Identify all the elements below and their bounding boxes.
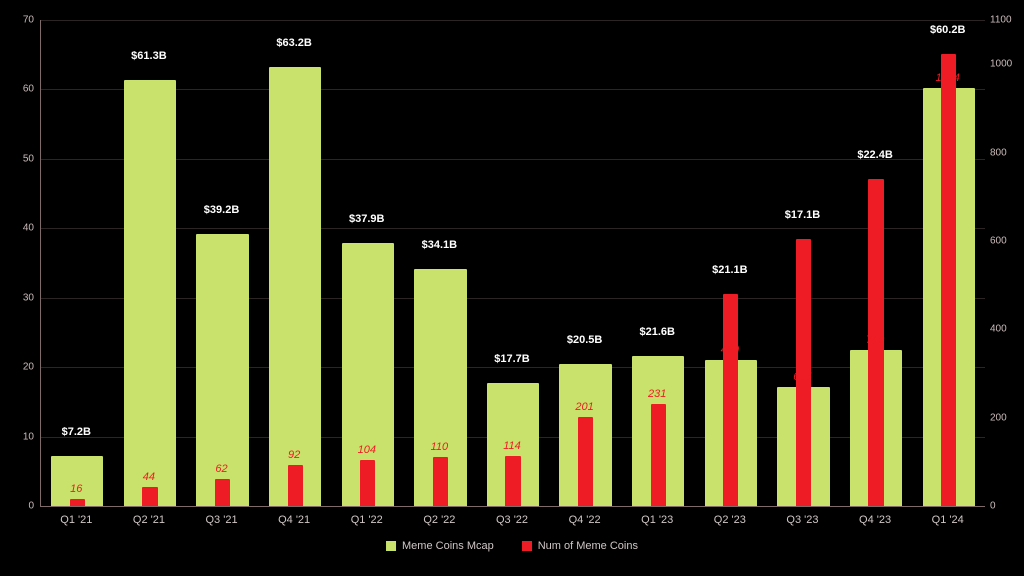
count-bar <box>941 54 956 506</box>
y-left-tick-label: 40 <box>23 223 34 234</box>
x-tick-label: Q1 '23 <box>641 514 673 526</box>
legend: Meme Coins Mcap Num of Meme Coins <box>386 540 638 552</box>
y-left-tick-label: 20 <box>23 362 34 373</box>
mcap-value-label: $21.1B <box>712 264 747 276</box>
count-bar <box>651 404 666 506</box>
x-tick-label: Q4 '22 <box>569 514 601 526</box>
x-tick-label: Q1 '22 <box>351 514 383 526</box>
gridline <box>41 298 985 299</box>
x-tick-label: Q3 '23 <box>786 514 818 526</box>
gridline <box>41 228 985 229</box>
mcap-bar <box>269 67 321 506</box>
mcap-value-label: $17.1B <box>785 209 820 221</box>
gridline <box>41 20 985 21</box>
y-right-tick-label: 400 <box>990 324 1007 335</box>
x-tick-label: Q1 '24 <box>932 514 964 526</box>
count-bar <box>723 294 738 506</box>
mcap-value-label: $39.2B <box>204 204 239 216</box>
y-left-tick-label: 30 <box>23 292 34 303</box>
count-value-label: 44 <box>143 471 155 483</box>
gridline <box>41 159 985 160</box>
y-right-tick-label: 0 <box>990 501 996 512</box>
x-tick-label: Q4 '23 <box>859 514 891 526</box>
y-left-tick-label: 60 <box>23 84 34 95</box>
count-value-label: 104 <box>358 444 376 456</box>
count-value-label: 92 <box>288 449 300 461</box>
mcap-value-label: $61.3B <box>131 50 166 62</box>
count-value-label: 62 <box>215 463 227 475</box>
mcap-value-label: $63.2B <box>276 37 311 49</box>
y-right-tick-label: 800 <box>990 147 1007 158</box>
count-value-label: 740 <box>866 334 884 346</box>
mcap-value-label: $34.1B <box>422 239 457 251</box>
count-value-label: 114 <box>503 440 521 452</box>
x-tick-label: Q2 '23 <box>714 514 746 526</box>
y-right-tick-label: 200 <box>990 412 1007 423</box>
legend-item: Num of Meme Coins <box>522 540 638 552</box>
gridline <box>41 367 985 368</box>
count-bar <box>288 465 303 506</box>
mcap-value-label: $20.5B <box>567 334 602 346</box>
plot-area <box>40 20 985 507</box>
count-value-label: 231 <box>648 388 666 400</box>
y-left-tick-label: 50 <box>23 153 34 164</box>
legend-item: Meme Coins Mcap <box>386 540 494 552</box>
count-value-label: 480 <box>721 344 739 356</box>
count-bar <box>578 417 593 506</box>
legend-swatch <box>522 541 532 551</box>
x-tick-label: Q2 '21 <box>133 514 165 526</box>
count-bar <box>142 487 157 506</box>
mcap-value-label: $22.4B <box>857 149 892 161</box>
y-right-tick-label: 600 <box>990 235 1007 246</box>
x-tick-label: Q3 '22 <box>496 514 528 526</box>
y-left-tick-label: 10 <box>23 431 34 442</box>
y-right-tick-label: 1100 <box>990 15 1012 26</box>
legend-label: Num of Meme Coins <box>538 540 638 552</box>
count-bar <box>360 460 375 506</box>
x-tick-label: Q1 '21 <box>60 514 92 526</box>
count-value-label: 605 <box>793 371 811 383</box>
count-bar <box>505 456 520 506</box>
count-value-label: 1024 <box>935 72 959 84</box>
legend-swatch <box>386 541 396 551</box>
mcap-bar <box>124 80 176 506</box>
count-bar <box>215 479 230 506</box>
y-right-tick-label: 1000 <box>990 59 1012 70</box>
y-left-tick-label: 70 <box>23 15 34 26</box>
x-tick-label: Q4 '21 <box>278 514 310 526</box>
gridline <box>41 89 985 90</box>
x-tick-label: Q3 '21 <box>205 514 237 526</box>
count-bar <box>433 457 448 506</box>
count-value-label: 201 <box>575 401 593 413</box>
count-bar <box>70 499 85 506</box>
meme-coins-chart: 0 10 20 30 40 50 60 70 0 200 400 600 800 1000 1100 $7.2… <box>0 0 1024 576</box>
legend-label: Meme Coins Mcap <box>402 540 494 552</box>
mcap-value-label: $17.7B <box>494 353 529 365</box>
mcap-value-label: $37.9B <box>349 213 384 225</box>
mcap-value-label: $60.2B <box>930 24 965 36</box>
count-value-label: 110 <box>431 441 449 453</box>
x-tick-label: Q2 '22 <box>423 514 455 526</box>
mcap-value-label: $21.6B <box>639 326 674 338</box>
count-value-label: 16 <box>70 483 82 495</box>
y-left-tick-label: 0 <box>28 501 34 512</box>
mcap-value-label: $7.2B <box>62 426 91 438</box>
